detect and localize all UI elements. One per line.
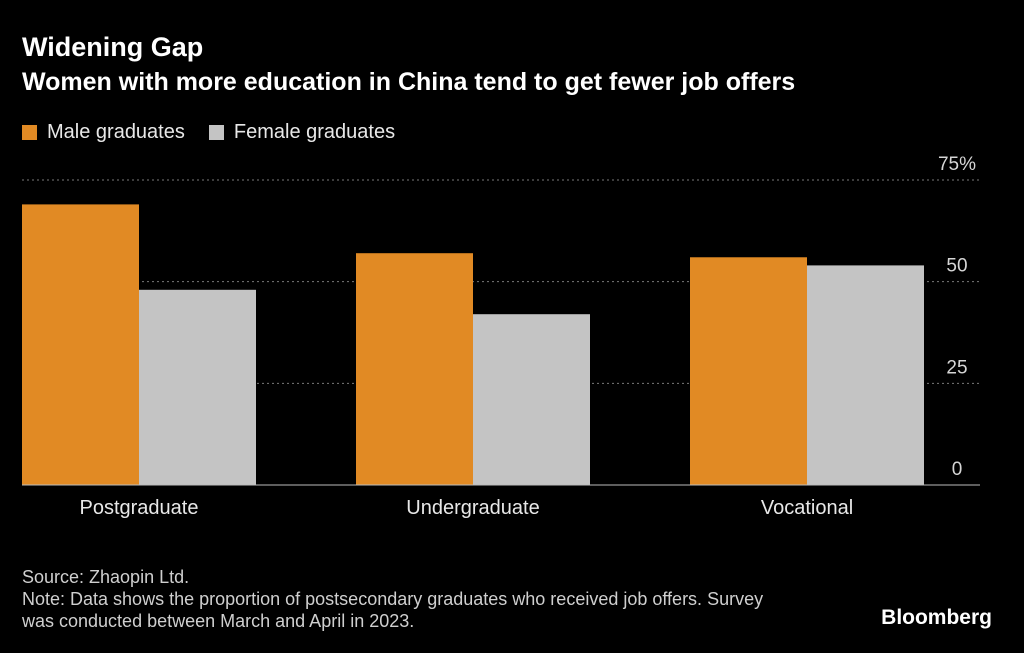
- x-tick-label: Postgraduate: [80, 497, 199, 519]
- legend-swatch-male: [22, 125, 37, 140]
- legend-label-female: Female graduates: [233, 121, 396, 143]
- y-tick-label: 25: [946, 357, 967, 378]
- legend-label-male: Male graduates: [47, 121, 185, 143]
- x-tick-label: Vocational: [761, 497, 853, 519]
- legend-item-female: Female graduates: [208, 121, 396, 144]
- data-note: Note: Data shows the proportion of posts…: [22, 589, 764, 631]
- legend-item-male: Male graduates: [22, 121, 185, 144]
- chart-footer: Source: Zhaopin Ltd. Note: Data shows th…: [22, 566, 782, 632]
- bar-female: [139, 289, 256, 485]
- legend-swatch-female: [208, 125, 224, 140]
- source-note: Source: Zhaopin Ltd.: [22, 567, 190, 587]
- y-tick-label: 50: [946, 256, 967, 277]
- y-tick-label: 0: [952, 459, 963, 480]
- x-tick-label: Undergraduate: [406, 497, 539, 519]
- chart-legend: Male graduates Female graduates: [22, 121, 395, 144]
- y-tick-label: 75%: [938, 154, 976, 175]
- bar-male: [22, 204, 139, 485]
- bloomberg-logo: Bloomberg: [881, 606, 992, 629]
- bar-male: [356, 253, 473, 485]
- bar-male: [690, 257, 807, 485]
- chart-subtitle: Women with more education in China tend …: [22, 68, 796, 96]
- bar-female: [473, 314, 590, 485]
- bar-female: [807, 265, 924, 485]
- chart-title: Widening Gap: [22, 32, 204, 62]
- bar-chart: 0 25 50 75% Postgraduate Undergraduate Vocatio…: [22, 154, 980, 519]
